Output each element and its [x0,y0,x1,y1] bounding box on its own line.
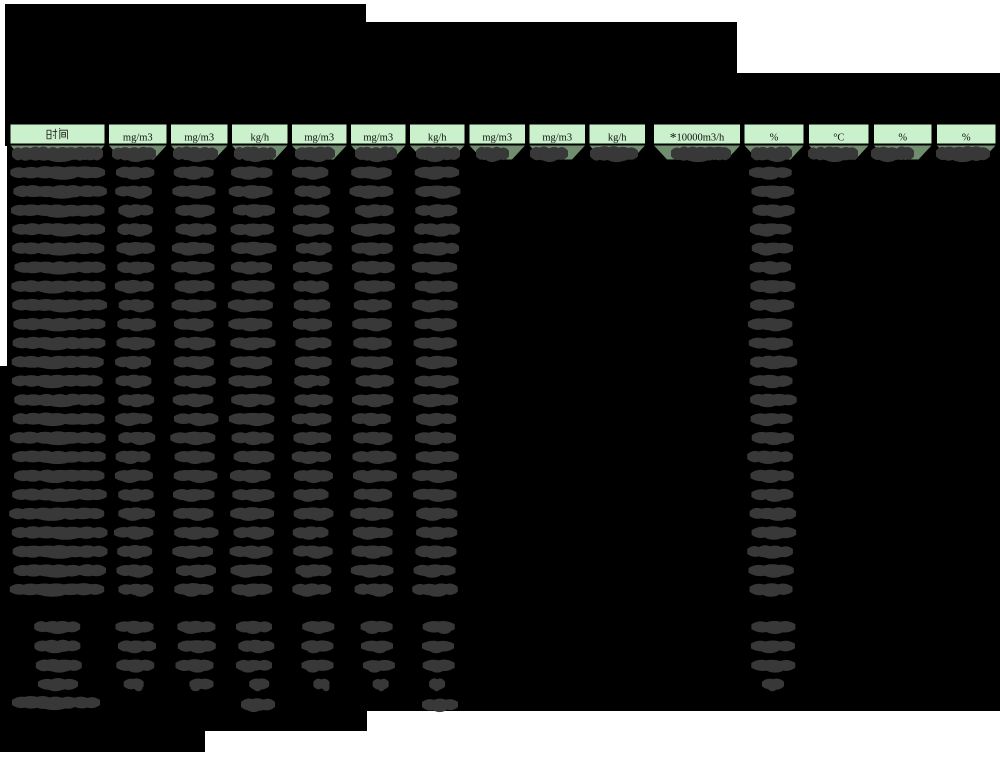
svg-text:mg/m3: mg/m3 [123,133,153,144]
svg-text:mg/m3: mg/m3 [304,133,334,144]
svg-text:mg/m3: mg/m3 [363,133,393,144]
svg-text:°C: °C [833,133,844,144]
svg-text:%: % [770,133,779,144]
svg-text:kg/h: kg/h [428,133,447,144]
svg-text:kg/h: kg/h [250,133,269,144]
svg-text:kg/h: kg/h [608,133,627,144]
svg-text:mg/m3: mg/m3 [184,133,214,144]
svg-text:*10000m3/h: *10000m3/h [670,130,725,145]
svg-text:mg/m3: mg/m3 [482,133,512,144]
svg-text:%: % [962,133,971,144]
svg-text:%: % [898,133,907,144]
svg-text:mg/m3: mg/m3 [542,133,572,144]
